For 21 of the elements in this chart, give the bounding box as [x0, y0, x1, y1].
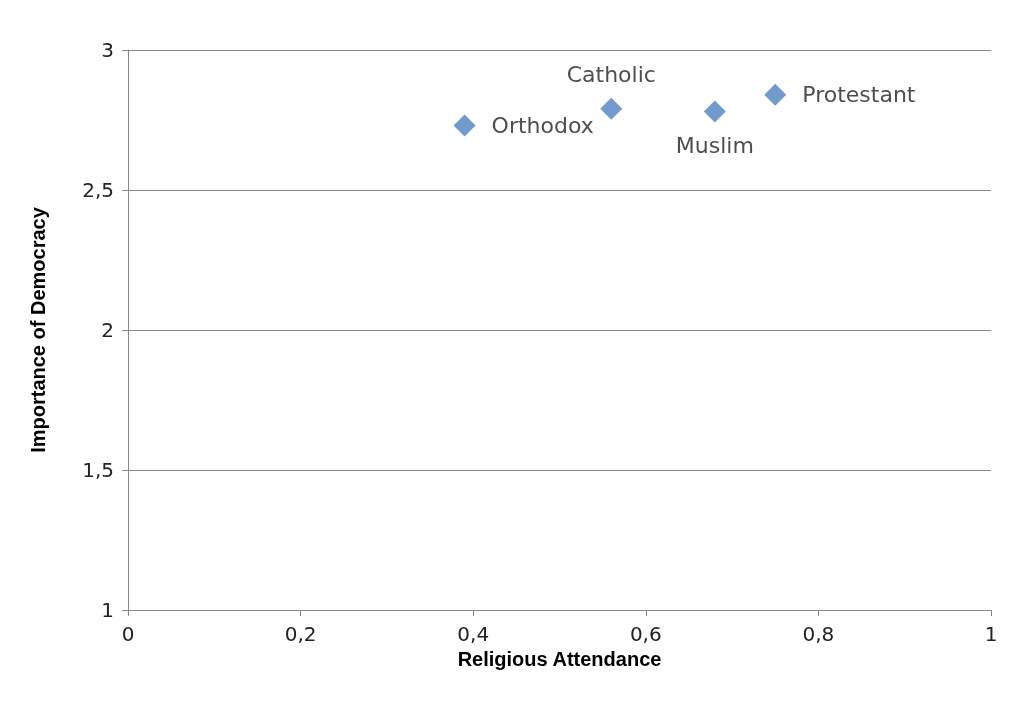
y-tick-label: 1,5	[82, 458, 114, 482]
x-axis-title: Religious Attendance	[457, 647, 662, 670]
x-tick-label: 1	[984, 622, 998, 646]
data-label: Catholic	[566, 62, 656, 88]
data-label: Orthodox	[491, 113, 594, 139]
x-tick-label: 0	[121, 622, 135, 646]
y-tick-label: 3	[101, 38, 114, 62]
point	[703, 100, 726, 123]
y-tick-label: 2,5	[82, 178, 114, 202]
y-tick-label: 1	[101, 598, 114, 622]
point	[453, 114, 476, 137]
y-axis-title: Importance of Democracy	[27, 206, 49, 453]
data-label: Muslim	[675, 133, 754, 159]
x-tick-label: 0,8	[802, 622, 835, 646]
x-tick-label: 0,2	[284, 622, 317, 646]
y-tick-label: 2	[101, 318, 114, 342]
point	[764, 83, 787, 106]
data-label: Protestant	[802, 82, 916, 108]
x-tick-label: 0,4	[457, 622, 490, 646]
point	[600, 97, 623, 120]
x-tick-label: 0,6	[629, 622, 662, 646]
